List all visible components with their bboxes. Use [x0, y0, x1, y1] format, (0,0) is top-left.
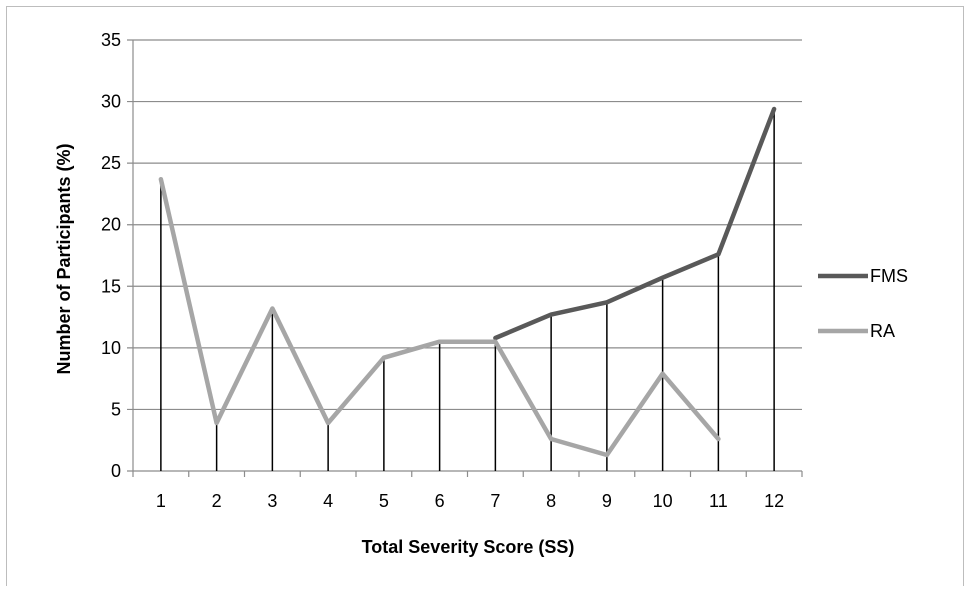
x-tick-label: 9: [602, 491, 612, 511]
legend-label-ra: RA: [870, 321, 895, 341]
x-tick-label: 5: [379, 491, 389, 511]
y-tick-label: 35: [101, 30, 121, 50]
x-tick-label: 8: [546, 491, 556, 511]
y-tick-label: 15: [101, 276, 121, 296]
series-line-fms: [493, 106, 777, 341]
x-tick-label: 7: [490, 491, 500, 511]
x-tick-label: 1: [156, 491, 166, 511]
x-tick-label: 6: [435, 491, 445, 511]
y-tick-label: 5: [111, 399, 121, 419]
gridlines: [127, 39, 802, 472]
y-tick-label: 10: [101, 338, 121, 358]
chart-frame: [6, 6, 964, 586]
x-tick-label: 10: [653, 491, 673, 511]
series-lines: [158, 106, 777, 458]
legend: FMS RA: [818, 266, 908, 341]
x-axis-title: Total Severity Score (SS): [362, 537, 575, 557]
y-axis-title: Number of Participants (%): [54, 143, 74, 374]
series-line-ra: [158, 176, 721, 458]
x-tick-label: 12: [764, 491, 784, 511]
x-tick-label: 11: [709, 491, 728, 511]
x-tick-label: 3: [267, 491, 277, 511]
x-tick-label: 4: [323, 491, 333, 511]
y-axis-ticks: 0 5 10 15 20 25 30 35: [101, 30, 121, 481]
x-tick-label: 2: [212, 491, 222, 511]
y-tick-label: 0: [111, 461, 121, 481]
y-tick-label: 30: [101, 92, 121, 112]
drop-lines: [160, 108, 775, 471]
y-tick-label: 25: [101, 153, 121, 173]
legend-label-fms: FMS: [870, 266, 908, 286]
x-axis-ticks: 1 2 3 4 5 6 7 8 9 10 11 12: [132, 471, 803, 511]
y-tick-label: 20: [101, 215, 121, 235]
